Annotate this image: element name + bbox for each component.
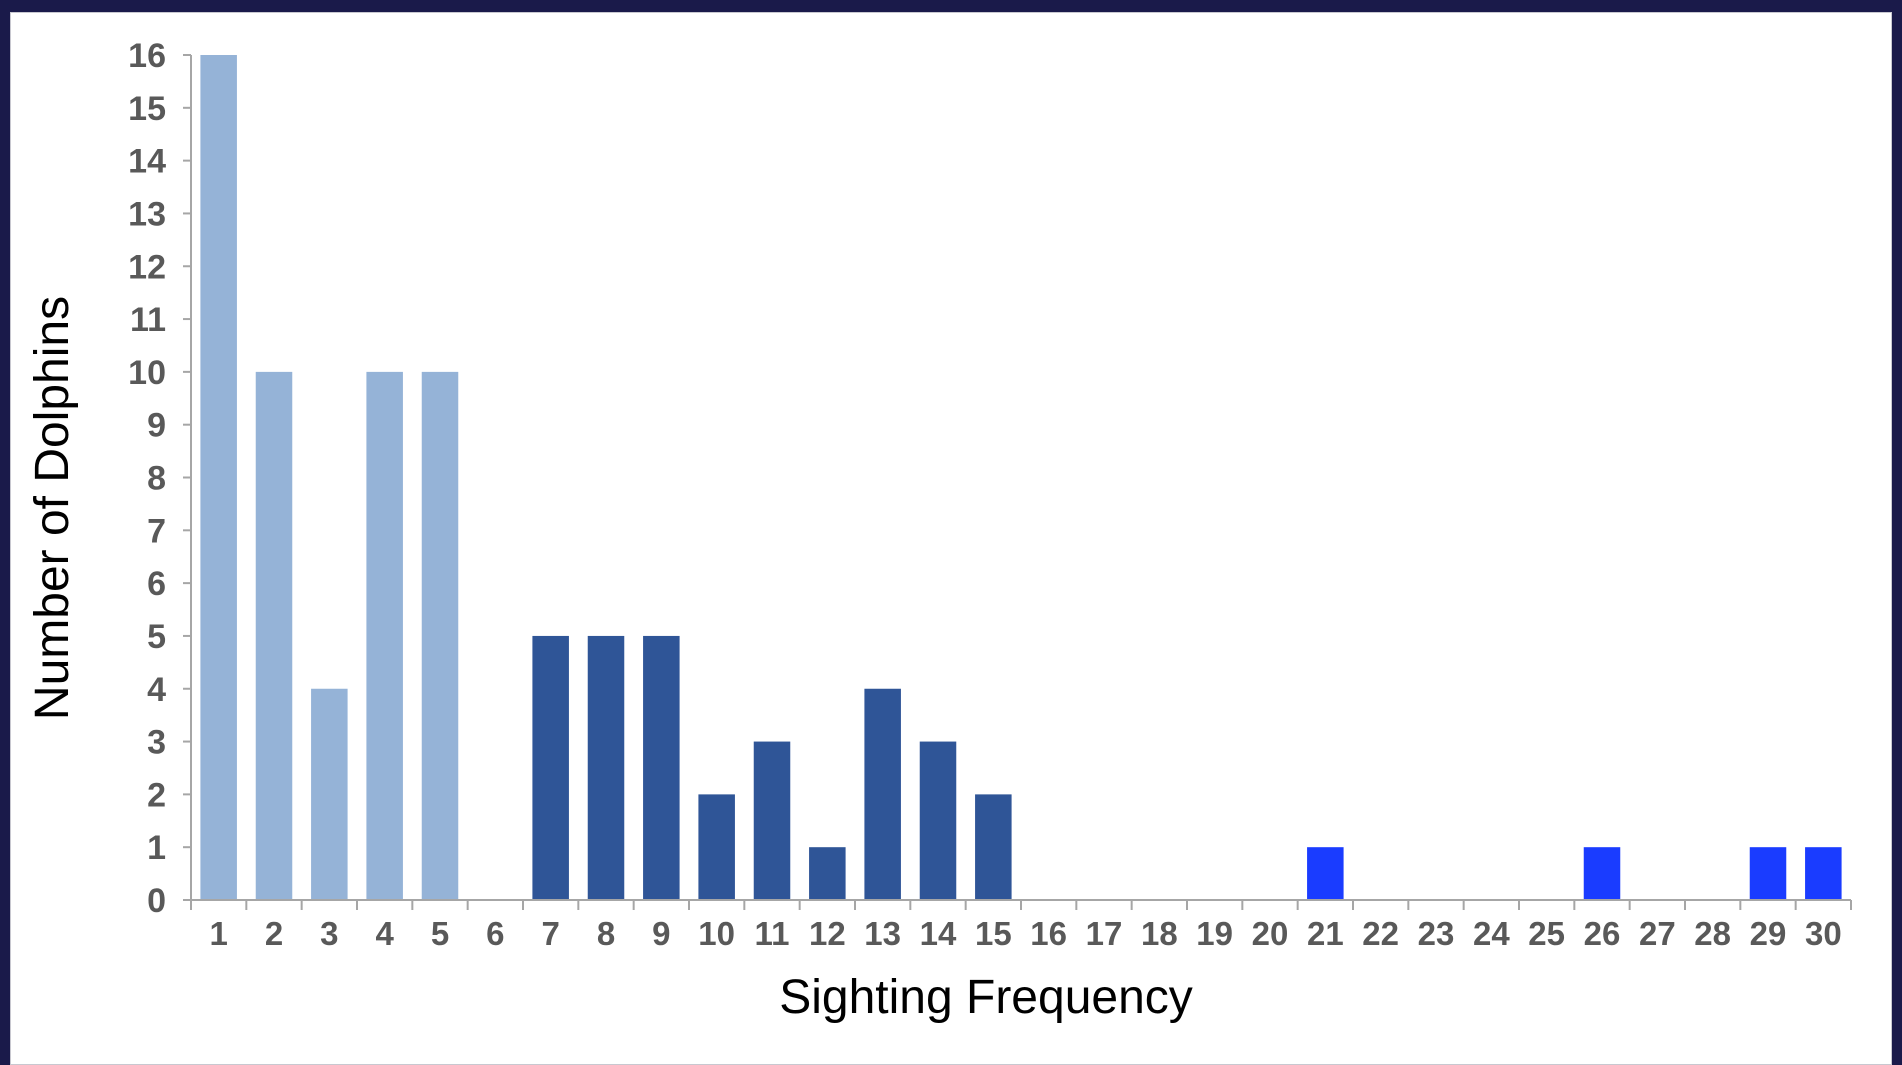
bar-30: [1805, 847, 1842, 900]
bar-5: [421, 371, 459, 901]
x-tick-label-7: 7: [541, 915, 559, 952]
x-tick-label-25: 25: [1528, 915, 1565, 952]
bar-10: [698, 794, 735, 901]
bar-29: [1749, 847, 1787, 900]
bar-21: [1307, 847, 1344, 900]
x-tick-label-26: 26: [1584, 915, 1621, 952]
x-tick-label-27: 27: [1639, 915, 1676, 952]
x-tick-label-29: 29: [1750, 915, 1787, 952]
x-ticks-group: 1 2 3 4 5 6 7 8 9 10 11 12 13 14 15 16 17 18 19 20 21 22 23 24 2…: [190, 900, 1852, 952]
bar-2: [255, 371, 293, 901]
bar-9: [643, 635, 680, 900]
x-tick-label-10: 10: [698, 915, 735, 952]
y-tick-label-4: 4: [147, 671, 166, 709]
chart-frame: 0 1 2 3 4 5 6 7 8 9 10 11 12 13 14 15 16 1 2 3 4 5 6 7 8 9 10 11 12…: [10, 12, 1892, 1065]
x-tick-label-19: 19: [1196, 915, 1233, 952]
x-tick-label-13: 13: [864, 915, 901, 952]
y-tick-label-7: 7: [147, 512, 166, 550]
x-tick-label-24: 24: [1473, 915, 1510, 952]
y-tick-label-10: 10: [128, 354, 166, 392]
bars-group: [200, 55, 1842, 901]
x-tick-label-30: 30: [1805, 915, 1842, 952]
y-tick-label-12: 12: [128, 248, 166, 286]
y-tick-label-8: 8: [147, 460, 166, 498]
x-tick-label-23: 23: [1418, 915, 1455, 952]
bar-7: [532, 635, 569, 900]
y-tick-label-6: 6: [147, 565, 166, 603]
x-tick-label-21: 21: [1307, 915, 1344, 952]
bar-3: [311, 688, 348, 900]
y-tick-label-2: 2: [147, 776, 166, 814]
x-tick-label-17: 17: [1086, 915, 1123, 952]
x-tick-label-5: 5: [431, 915, 449, 952]
y-tick-label-15: 15: [128, 90, 166, 128]
x-tick-label-9: 9: [652, 915, 670, 952]
x-tick-label-28: 28: [1694, 915, 1731, 952]
x-axis-title: Sighting Frequency: [779, 971, 1193, 1024]
x-tick-label-22: 22: [1362, 915, 1399, 952]
x-tick-label-12: 12: [809, 915, 846, 952]
bar-11: [753, 741, 791, 900]
bar-26: [1583, 847, 1621, 900]
y-tick-label-16: 16: [128, 37, 166, 75]
y-tick-label-5: 5: [147, 618, 166, 656]
y-tick-label-3: 3: [147, 724, 166, 762]
bar-1: [200, 55, 237, 900]
x-tick-label-4: 4: [375, 915, 394, 952]
x-tick-label-11: 11: [755, 915, 790, 952]
x-tick-label-16: 16: [1030, 915, 1067, 952]
x-tick-label-18: 18: [1141, 915, 1178, 952]
bar-13: [864, 688, 901, 900]
y-tick-label-0: 0: [147, 882, 166, 920]
y-axis-title: Number of Dolphins: [26, 296, 79, 720]
x-tick-label-6: 6: [486, 915, 504, 952]
y-tick-label-14: 14: [128, 143, 166, 181]
bar-12: [809, 847, 846, 900]
bar-4: [366, 371, 403, 901]
y-tick-label-9: 9: [147, 407, 166, 445]
bar-15: [975, 794, 1012, 901]
x-tick-label-20: 20: [1252, 915, 1289, 952]
y-tick-label-13: 13: [128, 195, 166, 233]
x-tick-label-3: 3: [320, 915, 338, 952]
x-tick-label-2: 2: [265, 915, 283, 952]
y-tick-label-1: 1: [147, 829, 166, 867]
bar-8: [587, 635, 625, 900]
y-tick-label-11: 11: [130, 301, 166, 339]
x-tick-label-8: 8: [597, 915, 615, 952]
x-tick-label-1: 1: [209, 915, 227, 952]
x-tick-label-15: 15: [975, 915, 1012, 952]
bar-14: [919, 741, 957, 900]
x-tick-label-14: 14: [920, 915, 957, 952]
